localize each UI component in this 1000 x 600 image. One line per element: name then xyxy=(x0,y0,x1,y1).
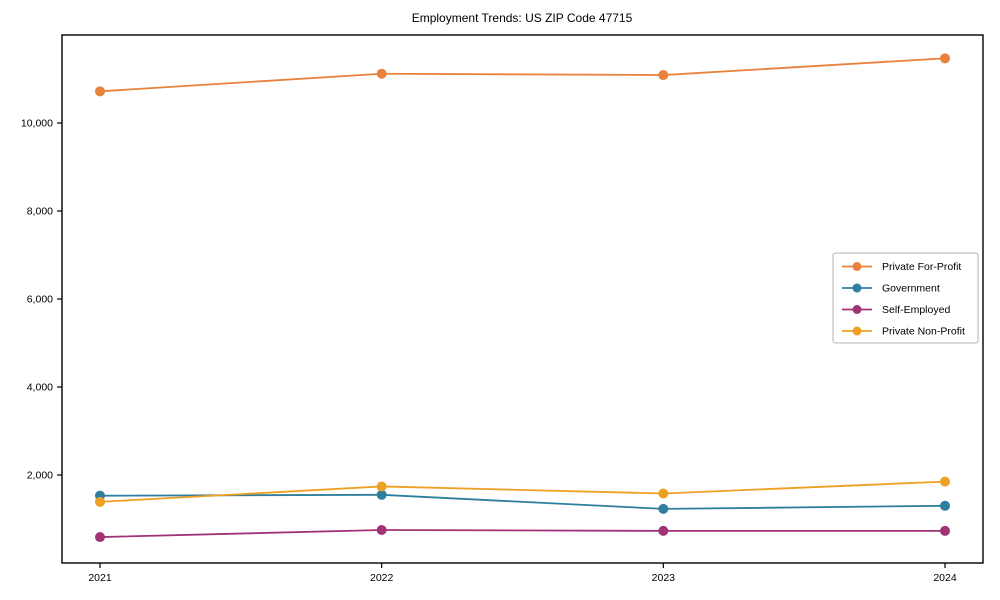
data-point-marker xyxy=(940,53,950,64)
legend-label: Private For-Profit xyxy=(882,261,961,273)
data-point-marker xyxy=(376,489,387,500)
data-point-marker xyxy=(95,496,105,507)
series-line xyxy=(99,57,946,93)
data-point-marker xyxy=(376,68,387,79)
legend-marker-icon xyxy=(852,262,862,271)
data-point-marker xyxy=(658,70,669,81)
legend-marker-icon xyxy=(852,283,862,293)
data-point-marker xyxy=(658,503,669,514)
axes: 2,000 4,000 6,000 8,000 10,000 2021 2022 2023 20… xyxy=(21,34,984,584)
legend: Private For-Profit Government Self-Employe… xyxy=(832,252,979,344)
data-point-marker xyxy=(940,525,950,536)
y-tick-label: 10,000 xyxy=(21,118,53,130)
legend-marker-icon xyxy=(852,305,862,314)
legend-label: Private Non-Profit xyxy=(882,326,965,338)
x-tick-label: 2021 xyxy=(88,572,112,584)
y-tick-label: 6,000 xyxy=(27,294,53,306)
series-line xyxy=(99,480,946,503)
chart-title: Employment Trends: US ZIP Code 47715 xyxy=(412,11,633,25)
x-tick-label: 2024 xyxy=(933,572,957,584)
series-line xyxy=(99,529,945,538)
series-line xyxy=(99,493,946,510)
data-point-marker xyxy=(940,500,950,511)
data-point-marker xyxy=(95,86,105,97)
y-tick-label: 8,000 xyxy=(27,206,53,218)
data-series xyxy=(95,53,950,543)
y-tick-label: 2,000 xyxy=(27,470,53,482)
data-point-marker xyxy=(95,532,105,543)
data-point-marker xyxy=(658,488,669,499)
data-point-marker xyxy=(658,525,669,536)
legend-label: Government xyxy=(882,283,940,295)
data-point-marker xyxy=(940,476,950,487)
legend-marker-icon xyxy=(852,326,862,336)
legend-box xyxy=(832,252,979,344)
x-tick-label: 2022 xyxy=(370,572,394,584)
data-point-marker xyxy=(376,525,387,535)
legend-label: Self-Employed xyxy=(882,304,950,316)
data-point-marker xyxy=(376,481,387,492)
x-tick-label: 2023 xyxy=(652,572,676,584)
y-tick-label: 4,000 xyxy=(27,382,53,394)
